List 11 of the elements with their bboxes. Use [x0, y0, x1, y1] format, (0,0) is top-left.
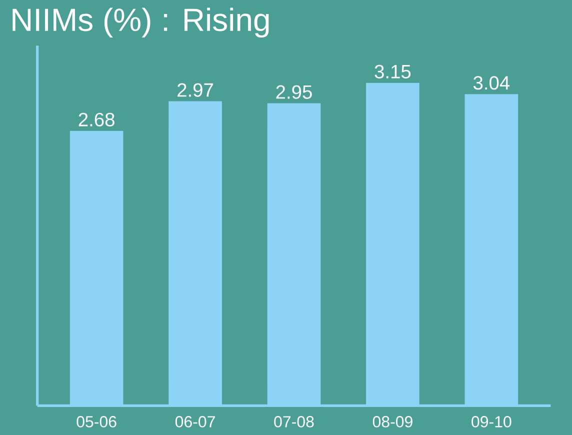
- data-label: 2.95: [276, 85, 312, 99]
- data-label: 3.15: [374, 64, 411, 78]
- x-tick-label: 05-06: [76, 416, 116, 428]
- x-tick-label: 09-10: [472, 416, 512, 428]
- data-label: 2.97: [178, 83, 213, 97]
- chart-title: NIIMs (%) : Rising: [12, 8, 269, 38]
- data-label: 2.68: [78, 112, 114, 126]
- data-label: 3.04: [473, 76, 510, 90]
- x-tick-label: 06-07: [175, 416, 215, 428]
- x-tick-label: 07-08: [274, 416, 314, 428]
- x-tick-label: 08-09: [372, 416, 412, 428]
